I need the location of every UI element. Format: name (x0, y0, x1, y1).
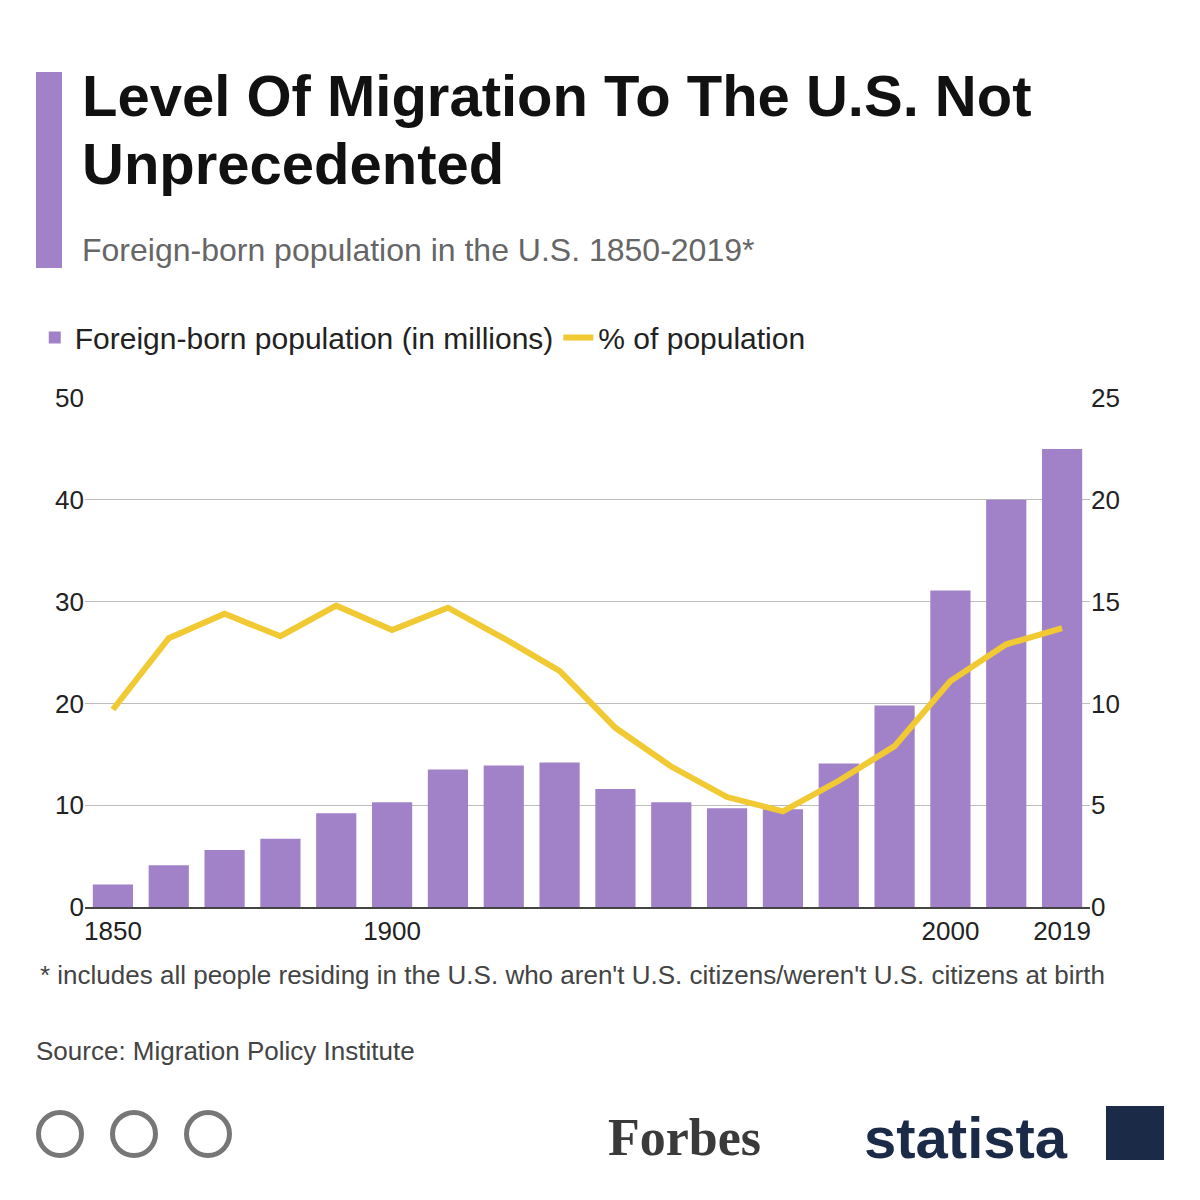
html-text:Foreign-born population in the: Foreign-born population in the U.S. 1850… (82, 232, 755, 268)
svg-text:25: 25 (1091, 383, 1120, 413)
svg-text:40: 40 (55, 485, 84, 515)
html-text:statista: statista (864, 1105, 1068, 1170)
svg-text:2019: 2019 (1033, 916, 1091, 946)
svg-text:20: 20 (55, 689, 84, 719)
svg-text:20: 20 (1091, 485, 1120, 515)
svg-text:50: 50 (55, 383, 84, 413)
svg-text:10: 10 (55, 790, 84, 820)
svg-text:30: 30 (55, 587, 84, 617)
svg-text:5: 5 (1091, 790, 1105, 820)
svg-text:% of population: % of population (598, 322, 805, 355)
svg-text:0: 0 (70, 892, 84, 922)
svg-text:0: 0 (1091, 892, 1105, 922)
svg-text:1900: 1900 (363, 916, 421, 946)
svg-text:15: 15 (1091, 587, 1120, 617)
svg-text:1850: 1850 (84, 916, 142, 946)
svg-text:Foreign-born population (in mi: Foreign-born population (in millions) (75, 322, 554, 355)
html-text:Source: Migration Policy Insti: Source: Migration Policy Institute (36, 1036, 415, 1066)
svg-text:10: 10 (1091, 689, 1120, 719)
html-text:Forbes: Forbes (608, 1109, 762, 1166)
html-text:Level Of Migration To The U.S.: Level Of Migration To The U.S. Not Unpre… (82, 63, 1032, 196)
html-text:* includes all people residing: * includes all people residing in the U.… (40, 960, 1105, 990)
svg-text:2000: 2000 (921, 916, 979, 946)
